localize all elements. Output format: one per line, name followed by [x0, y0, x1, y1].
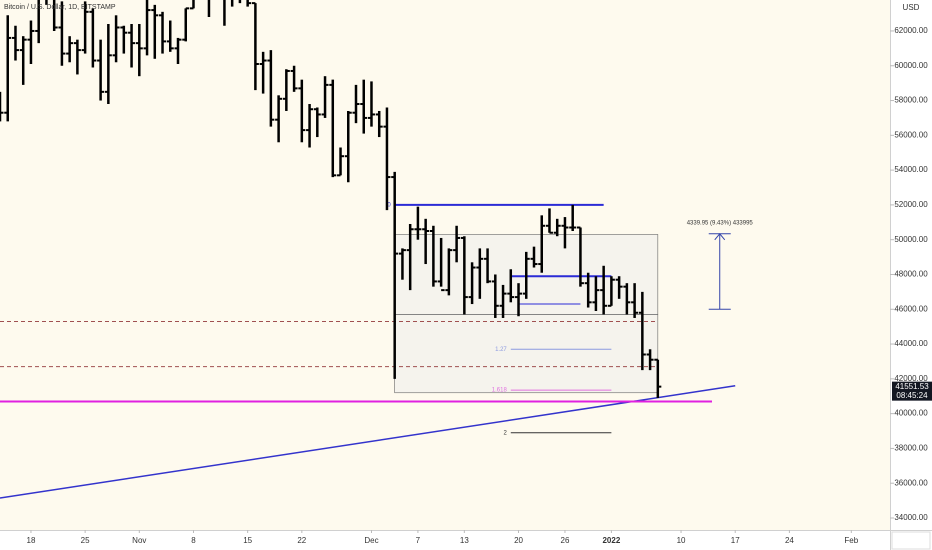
y-tick-label: 38000.00 [894, 444, 928, 453]
price-tag [892, 381, 932, 401]
settings-box[interactable] [891, 531, 931, 550]
y-tick-label: 50000.00 [894, 235, 928, 244]
x-tick-label: Nov [132, 536, 146, 545]
y-tick-label: 42000.00 [894, 374, 928, 383]
measure-arrowhead [714, 232, 726, 241]
x-tick-label: 20 [514, 536, 523, 545]
x-tick-label: 2022 [602, 536, 620, 545]
x-tick-label: 10 [677, 536, 686, 545]
x-tick-label: 15 [243, 536, 252, 545]
level-label: 0 [387, 202, 391, 208]
measure-label: 4339.95 (9.43%) 433995 [687, 220, 754, 226]
currency: USD [903, 3, 920, 12]
x-tick-label: 13 [460, 536, 469, 545]
x-tick-label: 8 [191, 536, 196, 545]
y-tick-label: 44000.00 [894, 339, 928, 348]
y-tick-label: 40000.00 [894, 409, 928, 418]
y-tick-label: 46000.00 [894, 304, 928, 313]
level-label: 2 [503, 430, 507, 436]
countdown: 08:45:24 [896, 391, 928, 400]
y-tick-label: 34000.00 [894, 513, 928, 522]
x-tick-label: Dec [364, 536, 378, 545]
last-price: 41551.53 [895, 382, 929, 391]
y-tick-label: 52000.00 [894, 200, 928, 209]
y-tick-label: 36000.00 [894, 478, 928, 487]
x-tick-label: 25 [81, 536, 90, 545]
y-tick-label: 54000.00 [894, 165, 928, 174]
level-label: 1.27 [495, 347, 507, 353]
plot: 0 1.27 1.618 2 4339.95 (9.43%) 433995 [0, 0, 754, 499]
range-box [394, 314, 659, 394]
x-tick-label: 18 [27, 536, 36, 545]
y-tick-label: 58000.00 [894, 96, 928, 105]
x-tick-label: 17 [731, 536, 740, 545]
level-label: 1.618 [492, 388, 508, 394]
x-tick-label: 26 [561, 536, 570, 545]
x-tick-label: Feb [844, 536, 858, 545]
chart-title: Bitcoin / U.S. Dollar, 1D, BITSTAMP [4, 4, 116, 11]
y-tick-label: 56000.00 [894, 130, 928, 139]
x-tick-label: 7 [416, 536, 421, 545]
y-tick-label: 62000.00 [894, 26, 928, 35]
x-tick-label: 24 [785, 536, 794, 545]
trend-line [0, 385, 736, 499]
y-tick-label: 60000.00 [894, 61, 928, 70]
y-tick-label: 48000.00 [894, 270, 928, 279]
x-tick-label: 22 [297, 536, 306, 545]
